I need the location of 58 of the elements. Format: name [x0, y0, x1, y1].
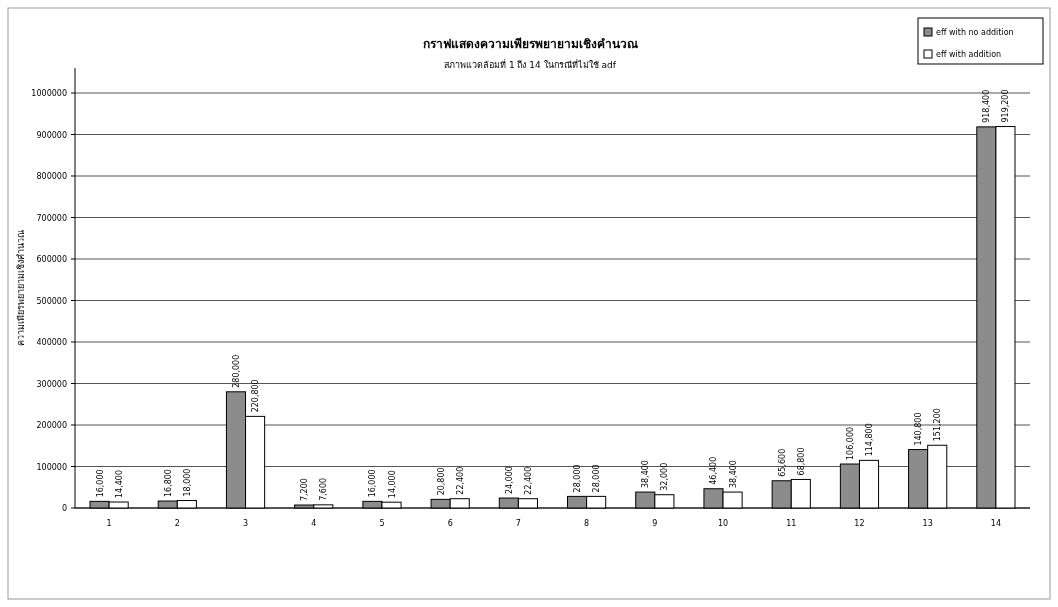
data-label: 280,000: [231, 354, 241, 388]
y-tick-label: 900000: [36, 130, 67, 140]
y-tick-label: 700000: [36, 213, 67, 223]
data-label: 14,000: [387, 470, 397, 499]
x-tick-label: 4: [311, 519, 317, 528]
y-axis-title: ความเพียรพยายามเชิงคำนวณ: [16, 230, 26, 347]
y-tick-label: 200000: [36, 421, 67, 430]
y-tick-label: 0: [61, 504, 67, 513]
data-label: 140,800: [914, 412, 924, 446]
chart-subtitle: สภาพแวดล้อมที่ 1 ถึง 14 ในกรณีที่ไม่ใช้ adf: [444, 58, 617, 70]
data-label: 114,800: [865, 423, 875, 457]
data-label: 22,400: [455, 466, 465, 495]
x-tick-label: 5: [379, 519, 385, 528]
x-tick-label: 7: [515, 519, 521, 528]
data-label: 919,200: [1001, 89, 1011, 123]
x-tick-label: 1: [106, 519, 112, 528]
x-tick-label: 6: [447, 519, 453, 528]
data-label: 38,400: [641, 460, 651, 489]
x-tick-label: 8: [584, 519, 590, 528]
data-label: 14,400: [114, 470, 124, 499]
data-label: 151,200: [933, 408, 943, 442]
chart-title: กราฟแสดงความเพียรพยายามเชิงคำนวณ: [422, 37, 638, 51]
y-tick-label: 800000: [36, 172, 67, 181]
data-label: 32,000: [660, 462, 670, 491]
data-label: 38,400: [728, 460, 738, 489]
x-tick-label: 14: [990, 519, 1001, 528]
legend-label: eff with no addition: [936, 28, 1014, 37]
data-label: 24,000: [504, 466, 514, 495]
y-tick-label: 100000: [36, 462, 67, 472]
x-tick-label: 3: [242, 519, 249, 528]
data-label: 918,400: [982, 89, 992, 123]
data-label: 16,000: [368, 469, 378, 498]
x-tick-label: 13: [922, 519, 933, 528]
x-tick-label: 10: [717, 519, 729, 528]
y-tick-label: 300000: [36, 379, 67, 389]
data-label: 16,000: [95, 469, 105, 498]
y-tick-label: 400000: [36, 338, 67, 347]
y-tick-label: 600000: [36, 255, 67, 264]
data-label: 220,800: [251, 379, 261, 413]
x-tick-label: 9: [652, 519, 658, 528]
data-label: 106,000: [845, 426, 855, 461]
legend-label: eff with addition: [936, 50, 1002, 59]
x-tick-label: 11: [786, 519, 797, 528]
data-label: 65,600: [777, 448, 787, 477]
data-label: 18,000: [182, 468, 192, 497]
data-label: 28,000: [573, 464, 583, 493]
data-label: 16,800: [163, 469, 173, 498]
y-tick-label: 1000000: [31, 89, 67, 98]
x-tick-label: 2: [174, 519, 180, 528]
data-label: 68,800: [796, 447, 806, 476]
data-label: 20,800: [436, 467, 446, 496]
data-label: 46,400: [709, 456, 719, 485]
y-tick-label: 500000: [36, 296, 67, 306]
data-label: 7,200: [300, 478, 310, 502]
data-label: 22,400: [523, 466, 533, 495]
data-label: 28,000: [592, 464, 602, 493]
x-tick-label: 12: [854, 519, 865, 528]
data-label: 7,600: [319, 477, 329, 501]
